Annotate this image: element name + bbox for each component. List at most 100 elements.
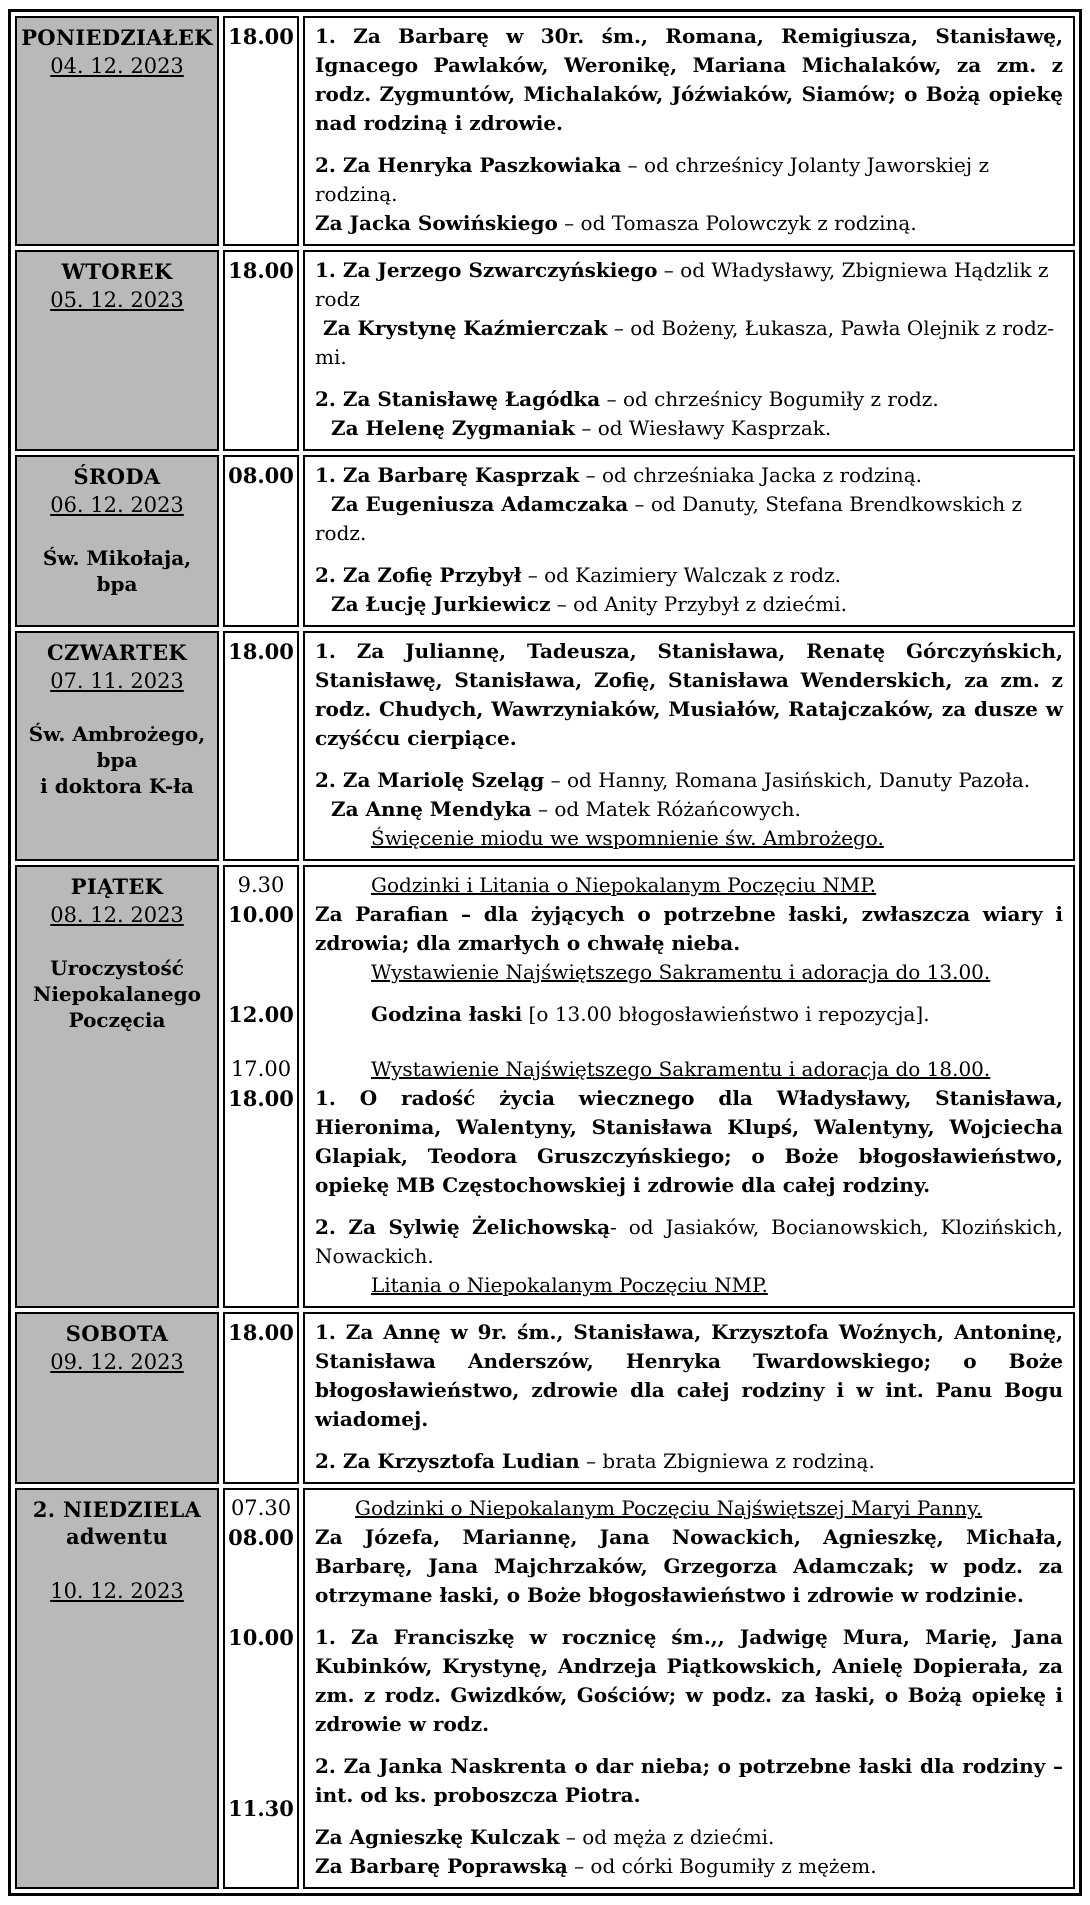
day-name: PIĄTEK	[70, 874, 164, 899]
intentions-cell: Godzinki i Litania o Niepokalanym Poczęc…	[303, 865, 1075, 1308]
intention-paragraph: 2. Za Janka Naskrenta o dar nieba; o pot…	[315, 1752, 1063, 1810]
intentions-cell: 1. Za Annę w 9r. śm., Stanisława, Krzysz…	[303, 1312, 1075, 1484]
text-segment: – od chrześnicy Bogumiły z rodz.	[600, 387, 939, 411]
text-segment: Za Jacka Sowińskiego	[315, 211, 558, 235]
underlined-heading: Wystawienie Najświętszego Sakramentu i a…	[371, 960, 991, 984]
time-cell: 18.00	[223, 631, 299, 861]
intentions-cell: Godzinki o Niepokalanym Poczęciu Najświę…	[303, 1488, 1075, 1889]
day-cell: WTOREK 05. 12. 2023	[15, 250, 219, 451]
time-label: 18.00	[228, 258, 294, 283]
text-segment: – od Hanny, Romana Jasińskich, Danuty Pa…	[544, 768, 1031, 792]
text-segment: 2. Za Henryka Paszkowiaka	[315, 153, 622, 177]
intention-paragraph: 1. Za Annę w 9r. śm., Stanisława, Krzysz…	[315, 1318, 1063, 1434]
day-cell: CZWARTEK 07. 11. 2023 Św. Ambrożego, bpa i…	[15, 631, 219, 861]
text-segment: – od chrześnicy Jolanty Jaworskiej z rod…	[315, 153, 989, 206]
text-segment: 1. Za Barbarę Kasprzak	[315, 463, 580, 487]
text-segment: 2. Za Mariolę Szeląg	[315, 768, 545, 792]
text-segment: – od Kazimiery Walczak z rodz.	[521, 563, 841, 587]
text-segment: 1. Za Barbarę w 30r. śm., Romana, Remigi…	[315, 24, 1063, 135]
time-label: 10.00	[228, 902, 294, 927]
day-feast-note: Św. Mikołaja, bpa	[42, 546, 192, 596]
intention-paragraph: Wystawienie Najświętszego Sakramentu i a…	[315, 1055, 1063, 1084]
schedule-row: WTOREK 05. 12. 2023 18.00 1. Za Jerzego Szw…	[15, 250, 1075, 451]
schedule-row: ŚRODA 06. 12. 2023 Św. Mikołaja, bpa 08.00 1…	[15, 455, 1075, 627]
text-segment: – od Danuty, Stefana Brendkowskich z rod…	[315, 492, 1023, 545]
intention-paragraph: Wystawienie Najświętszego Sakramentu i a…	[315, 958, 1063, 987]
day-name: WTOREK	[61, 259, 173, 284]
time-label: 11.30	[228, 1796, 294, 1821]
day-date: 07. 11. 2023	[50, 669, 184, 693]
text-segment: - od Jasiaków, Bocianowskich, Klozińskic…	[315, 1215, 1063, 1268]
time-label: 08.00	[228, 1525, 294, 1550]
time-cell: 9.30 10.00 12.00 17.00 18.00	[223, 865, 299, 1308]
text-segment: – od Matek Różańcowych.	[531, 797, 801, 821]
time-cell: 07.30 08.00 10.00 11.30	[223, 1488, 299, 1889]
day-cell: PONIEDZIAŁEK 04. 12. 2023	[15, 16, 219, 246]
text-segment: Za Barbarę Poprawską	[315, 1854, 568, 1878]
day-cell: 2. NIEDZIELA adwentu 10. 12. 2023	[15, 1488, 219, 1889]
intention-paragraph: 1. Za Barbarę w 30r. śm., Romana, Remigi…	[315, 22, 1063, 138]
intentions-cell: 1. Za Barbarę Kasprzak – od chrześniaka …	[303, 455, 1075, 627]
time-label: 12.00	[228, 1002, 294, 1027]
day-cell: ŚRODA 06. 12. 2023 Św. Mikołaja, bpa	[15, 455, 219, 627]
text-segment: Godzina łaski	[371, 1002, 523, 1026]
text-segment: – od chrześniaka Jacka z rodziną.	[579, 463, 922, 487]
paragraph-gap	[315, 138, 1063, 151]
intention-paragraph: 2. Za Stanisławę Łagódka – od chrześnicy…	[315, 385, 1063, 414]
paragraph-gap	[315, 1610, 1063, 1623]
time-label: 17.00	[230, 1057, 292, 1081]
text-segment: – od Tomasza Polowczyk z rodziną.	[557, 211, 917, 235]
text-segment: 2. Za Stanisławę Łagódka	[315, 387, 601, 411]
underlined-heading: Godzinki i Litania o Niepokalanym Poczęc…	[371, 873, 877, 897]
day-date: 04. 12. 2023	[50, 54, 184, 78]
day-name: CZWARTEK	[47, 640, 187, 665]
intention-paragraph: Litania o Niepokalanym Poczęciu NMP.	[315, 1271, 1063, 1300]
mass-intentions-table: PONIEDZIAŁEK 04. 12. 2023 18.00 1. Za Barba…	[8, 9, 1082, 1896]
day-cell: PIĄTEK 08. 12. 2023 Uroczystość Niepokalan…	[15, 865, 219, 1308]
intention-paragraph: 2. Za Henryka Paszkowiaka – od chrześnic…	[315, 151, 1063, 209]
day-feast-note: Uroczystość Niepokalanego Poczęcia	[33, 956, 201, 1032]
schedule-row: 2. NIEDZIELA adwentu 10. 12. 2023 07.30 08.…	[15, 1488, 1075, 1889]
intention-paragraph: Za Annę Mendyka – od Matek Różańcowych.	[315, 795, 1063, 824]
text-segment: – od Wiesławy Kasprzak.	[574, 416, 832, 440]
underlined-heading: Wystawienie Najświętszego Sakramentu i a…	[371, 1057, 991, 1081]
text-segment: 1. Za Jerzego Szwarczyńskiego	[315, 258, 658, 282]
intention-paragraph: Za Parafian – dla żyjących o potrzebne ł…	[315, 900, 1063, 958]
intention-paragraph: 2. Za Sylwię Żelichowską- od Jasiaków, B…	[315, 1213, 1063, 1271]
time-label: 18.00	[228, 1086, 294, 1111]
intention-paragraph: Święcenie miodu we wspomnienie św. Ambro…	[315, 824, 1063, 853]
underlined-heading: Święcenie miodu we wspomnienie św. Ambro…	[371, 826, 884, 850]
intention-paragraph: 1. Za Franciszkę w rocznicę śm.,, Jadwig…	[315, 1623, 1063, 1739]
intentions-cell: 1. Za Jerzego Szwarczyńskiego – od Włady…	[303, 250, 1075, 451]
text-segment: – od Władysławy, Zbigniewa Hądzlik z rod…	[315, 258, 1049, 311]
paragraph-gap	[315, 548, 1063, 561]
day-name: PONIEDZIAŁEK	[21, 25, 213, 50]
time-label: 10.00	[228, 1625, 294, 1650]
intention-paragraph: 2. Za Zofię Przybył – od Kazimiery Walcz…	[315, 561, 1063, 590]
text-segment: Za Agnieszkę Kulczak	[315, 1825, 560, 1849]
paragraph-gap	[315, 753, 1063, 766]
text-segment: 2. Za Zofię Przybył	[315, 563, 522, 587]
text-segment: 2. Za Krzysztofa Ludian	[315, 1449, 580, 1473]
time-label: 07.30	[230, 1496, 292, 1520]
intention-paragraph: 2. Za Mariolę Szeląg – od Hanny, Romana …	[315, 766, 1063, 795]
intention-paragraph: 1. Za Jerzego Szwarczyńskiego – od Włady…	[315, 256, 1063, 314]
intention-paragraph: Za Jacka Sowińskiego – od Tomasza Polowc…	[315, 209, 1063, 238]
time-label: 08.00	[228, 463, 294, 488]
paragraph-gap	[315, 1739, 1063, 1752]
paragraph-gap	[315, 1200, 1063, 1213]
intention-paragraph: Za Barbarę Poprawską – od córki Bogumiły…	[315, 1852, 1063, 1881]
text-segment: [o 13.00 błogosławieństwo i repozycja].	[522, 1002, 930, 1026]
schedule-row: PONIEDZIAŁEK 04. 12. 2023 18.00 1. Za Barba…	[15, 16, 1075, 246]
intention-paragraph: Za Eugeniusza Adamczaka – od Danuty, Ste…	[315, 490, 1063, 548]
text-segment: Za Łucję Jurkiewicz	[331, 592, 551, 616]
intention-paragraph: 1. Za Juliannę, Tadeusza, Stanisława, Re…	[315, 637, 1063, 753]
intention-paragraph: Za Łucję Jurkiewicz – od Anity Przybył z…	[315, 590, 1063, 619]
intention-paragraph: 1. O radość życia wiecznego dla Władysła…	[315, 1084, 1063, 1200]
time-label: 18.00	[228, 1320, 294, 1345]
intention-paragraph: Godzinki i Litania o Niepokalanym Poczęc…	[315, 871, 1063, 900]
day-date: 09. 12. 2023	[50, 1350, 184, 1374]
time-label: 18.00	[228, 639, 294, 664]
intention-paragraph: Za Józefa, Mariannę, Jana Nowackich, Agn…	[315, 1523, 1063, 1610]
text-segment: – brata Zbigniewa z rodziną.	[579, 1449, 875, 1473]
